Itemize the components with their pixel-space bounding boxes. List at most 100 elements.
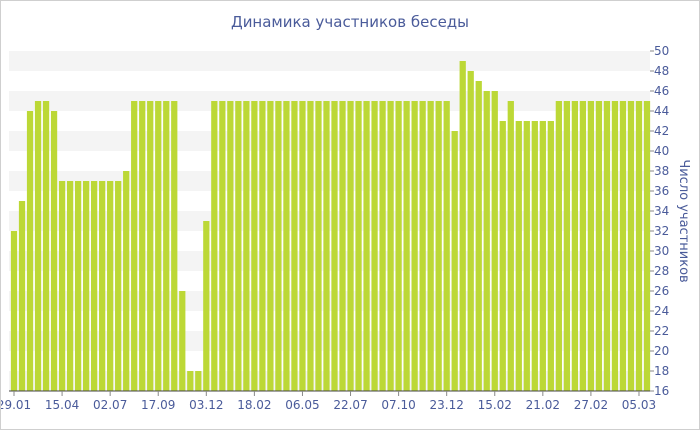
bar[interactable] — [307, 101, 314, 391]
bar[interactable] — [427, 101, 434, 391]
bar[interactable] — [579, 101, 587, 391]
bar[interactable] — [99, 181, 106, 391]
bar[interactable] — [139, 101, 146, 391]
bar[interactable] — [483, 91, 490, 391]
y-tick-label: 16 — [654, 384, 669, 398]
bar[interactable] — [355, 101, 362, 391]
bar[interactable] — [387, 101, 394, 391]
bar[interactable] — [155, 101, 162, 391]
bar[interactable] — [339, 101, 346, 391]
x-axis-ticks: 29.01 15.04 02.07 17.09 03.12 18.02 06.05 22.07… — [1, 391, 656, 412]
bar[interactable] — [619, 101, 627, 391]
bar[interactable] — [283, 101, 290, 391]
bar[interactable] — [499, 121, 506, 391]
bar[interactable] — [451, 131, 458, 391]
bar[interactable] — [235, 101, 242, 391]
bar[interactable] — [323, 101, 330, 391]
x-tick-label: 22.07 — [333, 398, 367, 412]
bar[interactable] — [523, 121, 530, 391]
bar[interactable] — [547, 121, 554, 391]
bar[interactable] — [603, 101, 611, 391]
bar[interactable] — [251, 101, 258, 391]
y-tick-label: 38 — [654, 164, 669, 178]
y-tick-label: 48 — [654, 64, 669, 78]
bar[interactable] — [58, 181, 66, 391]
y-tick-label: 44 — [654, 104, 669, 118]
bar[interactable] — [627, 101, 635, 391]
bar[interactable] — [635, 101, 643, 391]
bar[interactable] — [42, 101, 50, 391]
bar[interactable] — [371, 101, 378, 391]
bar[interactable] — [299, 101, 306, 391]
bar[interactable] — [555, 101, 562, 391]
y-tick-label: 26 — [654, 284, 669, 298]
bar[interactable] — [179, 291, 186, 391]
bar[interactable] — [267, 101, 274, 391]
bars-group — [10, 61, 651, 391]
bar[interactable] — [82, 181, 90, 391]
bar[interactable] — [443, 101, 450, 391]
bar[interactable] — [515, 121, 522, 391]
x-tick-label: 15.02 — [478, 398, 512, 412]
bar[interactable] — [243, 101, 250, 391]
x-tick-label: 17.09 — [141, 398, 175, 412]
y-tick-label: 42 — [654, 124, 669, 138]
x-tick-label: 03.12 — [189, 398, 223, 412]
bar[interactable] — [34, 101, 42, 391]
bar[interactable] — [123, 171, 130, 391]
x-tick-label: 21.02 — [526, 398, 560, 412]
bar[interactable] — [66, 181, 74, 391]
bar[interactable] — [563, 101, 570, 391]
bar[interactable] — [10, 231, 18, 391]
bar[interactable] — [347, 101, 354, 391]
bar[interactable] — [147, 101, 154, 391]
bar[interactable] — [643, 101, 651, 391]
grid-band — [9, 51, 650, 71]
bar[interactable] — [531, 121, 538, 391]
bar[interactable] — [467, 71, 474, 391]
x-tick-label: 23.12 — [430, 398, 464, 412]
bar[interactable] — [107, 181, 114, 391]
bar[interactable] — [595, 101, 603, 391]
bar[interactable] — [331, 101, 338, 391]
bar[interactable] — [459, 61, 466, 391]
x-tick-label: 06.05 — [285, 398, 319, 412]
bar[interactable] — [203, 221, 210, 391]
bar[interactable] — [50, 111, 58, 391]
bar[interactable] — [26, 111, 34, 391]
bar[interactable] — [74, 181, 82, 391]
bar[interactable] — [131, 101, 138, 391]
bar[interactable] — [419, 101, 426, 391]
bar[interactable] — [571, 101, 579, 391]
bar[interactable] — [379, 101, 386, 391]
bar[interactable] — [219, 101, 226, 391]
bar[interactable] — [539, 121, 546, 391]
bar[interactable] — [363, 101, 370, 391]
bar[interactable] — [411, 101, 418, 391]
bar[interactable] — [435, 101, 442, 391]
bar[interactable] — [491, 91, 498, 391]
bar[interactable] — [403, 101, 410, 391]
bar[interactable] — [187, 371, 194, 391]
x-tick-label: 07.10 — [381, 398, 415, 412]
bar[interactable] — [195, 371, 202, 391]
y-tick-label: 32 — [654, 224, 669, 238]
bar[interactable] — [587, 101, 595, 391]
bar[interactable] — [275, 101, 282, 391]
bar[interactable] — [211, 101, 218, 391]
bar[interactable] — [163, 101, 170, 391]
bar[interactable] — [18, 201, 26, 391]
bar[interactable] — [171, 101, 178, 391]
bar[interactable] — [91, 181, 98, 391]
bar[interactable] — [475, 81, 482, 391]
y-tick-label: 34 — [654, 204, 669, 218]
bar[interactable] — [115, 181, 122, 391]
bar[interactable] — [611, 101, 619, 391]
bar[interactable] — [227, 101, 234, 391]
bar[interactable] — [291, 101, 298, 391]
bar[interactable] — [395, 101, 402, 391]
bar[interactable] — [315, 101, 322, 391]
bar[interactable] — [259, 101, 266, 391]
bar[interactable] — [507, 101, 514, 391]
